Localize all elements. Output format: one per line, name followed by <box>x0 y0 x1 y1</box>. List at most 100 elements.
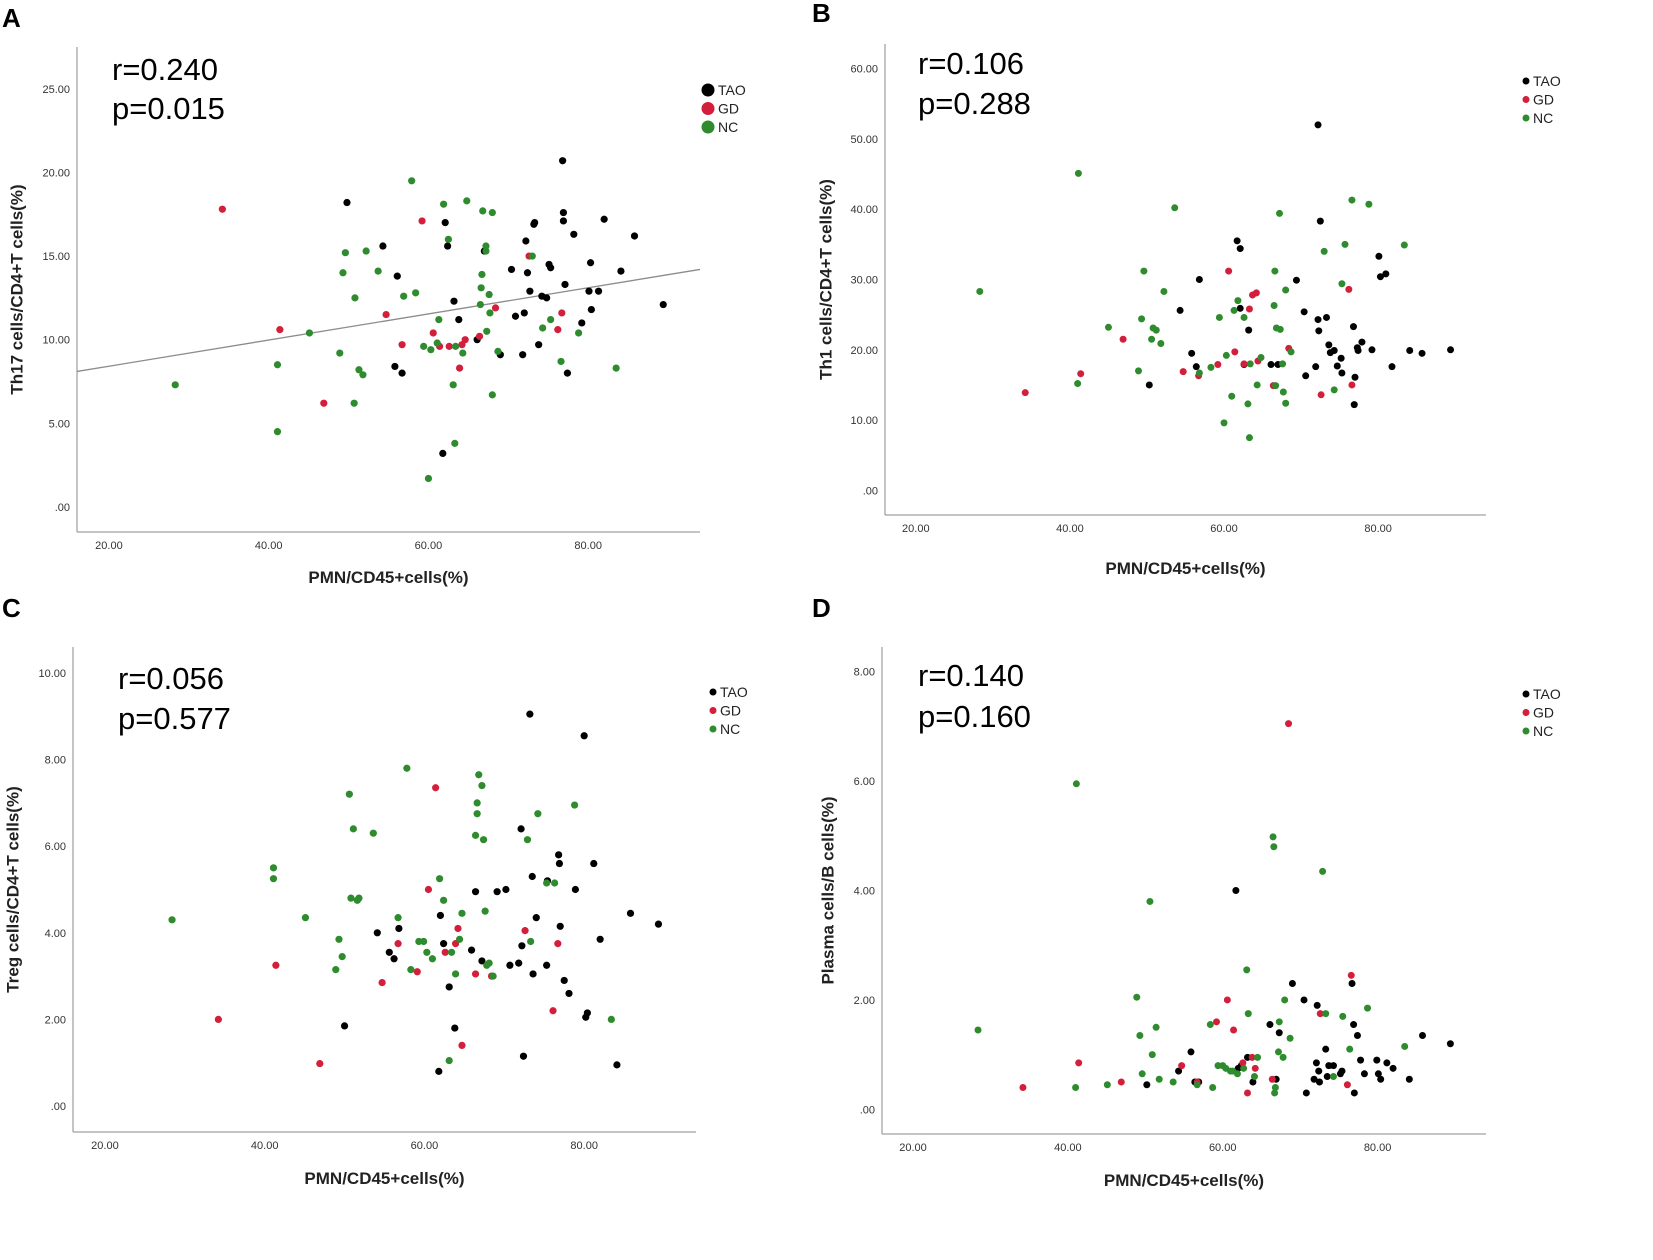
regression-line <box>76 268 701 373</box>
data-point <box>1315 327 1323 335</box>
data-point <box>1143 1081 1151 1089</box>
data-point <box>523 836 532 844</box>
data-point <box>976 287 984 295</box>
data-point <box>1266 1021 1274 1029</box>
data-point <box>1329 1073 1337 1081</box>
data-point <box>1287 348 1295 356</box>
data-point <box>1330 347 1338 355</box>
y-tick-label: 2.00 <box>45 1014 66 1026</box>
data-point <box>1207 363 1215 371</box>
x-tick-label: 40.00 <box>1056 523 1084 535</box>
data-point <box>428 955 437 963</box>
legend-label: GD <box>1533 92 1554 108</box>
data-point <box>539 324 547 332</box>
legend-label: TAO <box>718 82 746 98</box>
data-point <box>534 810 542 818</box>
data-point <box>1236 304 1244 312</box>
data-point <box>1302 1089 1310 1097</box>
legend-label: TAO <box>1533 686 1561 702</box>
data-point <box>626 909 635 917</box>
data-point <box>526 710 534 718</box>
data-point <box>1104 323 1112 331</box>
data-point <box>1285 720 1293 728</box>
data-point <box>555 851 563 859</box>
series-tao <box>1145 121 1455 409</box>
data-point <box>398 341 406 349</box>
data-point <box>1276 209 1284 217</box>
data-point <box>440 940 448 948</box>
data-point <box>479 207 487 215</box>
data-point <box>359 371 367 379</box>
y-tick-label: 2.00 <box>854 995 875 1007</box>
data-point <box>1406 347 1414 355</box>
data-point <box>521 927 529 935</box>
legend-label: NC <box>718 119 738 135</box>
data-point <box>395 924 403 933</box>
y-tick-label: 8.00 <box>45 755 66 767</box>
data-point <box>432 784 440 792</box>
legend-marker-tao <box>1522 690 1530 698</box>
data-point <box>485 959 493 967</box>
x-tick-label: 80.00 <box>570 1140 598 1152</box>
data-point <box>528 252 536 260</box>
data-point <box>1275 1018 1283 1026</box>
data-point <box>494 347 502 355</box>
data-point <box>1138 315 1146 323</box>
data-point <box>269 864 278 872</box>
data-point <box>433 339 441 347</box>
data-point <box>488 391 496 399</box>
legend-marker-gd <box>1522 709 1530 716</box>
data-point <box>214 1015 222 1024</box>
chart-panel-a: A 20.00 40.00 60.00 80.00 .00 5.00 10.00 15.00 20… <box>2 3 746 587</box>
data-point <box>1316 217 1324 225</box>
legend-marker-nc <box>701 120 715 134</box>
data-point <box>355 894 363 902</box>
data-point <box>424 885 433 894</box>
data-point <box>561 280 569 289</box>
data-point <box>467 946 476 954</box>
data-point <box>583 1009 591 1017</box>
legend-marker-tao <box>701 83 715 97</box>
x-tick-label: 80.00 <box>1364 1142 1392 1154</box>
data-point <box>478 270 486 279</box>
data-point <box>1368 346 1376 354</box>
data-point <box>1281 996 1289 1004</box>
data-point <box>218 205 226 213</box>
data-point <box>551 879 559 887</box>
data-point <box>485 290 493 299</box>
data-point <box>439 449 447 457</box>
data-point <box>1188 349 1196 357</box>
data-point <box>1240 1064 1248 1072</box>
data-point <box>1075 1059 1083 1067</box>
data-point <box>390 955 398 963</box>
data-point <box>1300 996 1308 1004</box>
data-point <box>1267 361 1275 369</box>
data-point <box>471 831 480 839</box>
legend-label: GD <box>1533 705 1554 721</box>
data-point <box>1175 1067 1183 1075</box>
data-point <box>594 287 603 295</box>
data-point <box>471 970 480 978</box>
data-point <box>423 948 431 956</box>
y-tick-label: 10.00 <box>38 668 66 680</box>
data-point <box>486 309 494 317</box>
data-point <box>1418 349 1426 357</box>
data-point <box>1447 346 1455 354</box>
data-point <box>427 346 435 354</box>
chart-panel-d: D 20.00 40.00 60.00 80.00 .00 2.00 4.00 6.00 8.00… <box>812 593 1561 1190</box>
x-axis-label: PMN/CD45+cells(%) <box>308 568 468 587</box>
data-point <box>1347 971 1355 979</box>
data-point <box>1292 276 1300 284</box>
data-point <box>276 326 284 334</box>
data-point <box>451 342 460 350</box>
data-point <box>1365 200 1373 208</box>
data-point <box>1138 1070 1146 1078</box>
series-nc <box>168 764 615 1065</box>
data-point <box>1176 306 1184 314</box>
data-point <box>1233 237 1241 245</box>
data-point <box>1351 373 1359 381</box>
data-point <box>532 914 540 922</box>
data-point <box>1282 286 1290 294</box>
legend-label: NC <box>1533 723 1553 739</box>
data-point <box>1354 347 1362 355</box>
